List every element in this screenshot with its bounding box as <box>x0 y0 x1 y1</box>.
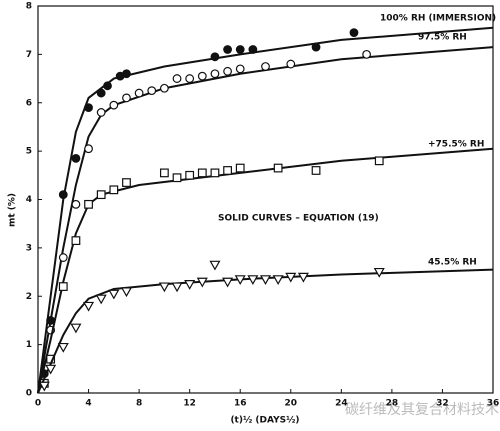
marker <box>122 69 131 79</box>
marker <box>197 71 207 81</box>
series-label: +75.5% RH <box>428 140 484 150</box>
y-tick-label: 5 <box>26 147 32 157</box>
marker <box>235 64 245 74</box>
x-tick-label: 32 <box>436 399 449 409</box>
marker <box>196 277 208 288</box>
x-tick-label: 20 <box>285 399 298 409</box>
marker <box>95 294 107 305</box>
marker <box>96 108 106 117</box>
marker <box>210 168 220 178</box>
marker <box>84 144 93 154</box>
marker <box>103 81 112 91</box>
marker <box>84 199 93 209</box>
marker <box>122 93 131 103</box>
marker <box>70 323 82 334</box>
series-label: 100% RH (IMMERSION) <box>380 14 496 24</box>
marker <box>197 168 207 178</box>
marker <box>259 275 272 286</box>
marker <box>223 166 232 175</box>
marker <box>122 178 131 187</box>
marker <box>374 156 384 166</box>
marker <box>273 163 283 173</box>
x-axis-label: (t)½ (DAYS½) <box>230 415 299 426</box>
x-tick-label: 8 <box>136 399 142 409</box>
marker <box>210 52 220 62</box>
marker <box>248 45 258 54</box>
marker <box>223 66 232 76</box>
series-label: 97.5% RH <box>418 33 467 43</box>
marker <box>311 166 321 175</box>
series-label: 45.5% RH <box>428 258 477 268</box>
marker <box>261 62 270 71</box>
x-tick-label: 16 <box>234 399 247 409</box>
y-axis-label: mt (%) <box>8 193 18 227</box>
marker <box>108 289 120 300</box>
marker <box>71 199 81 209</box>
x-tick-label: 28 <box>386 399 399 409</box>
marker <box>209 260 221 271</box>
marker <box>109 100 119 110</box>
marker <box>362 49 372 59</box>
marker <box>223 45 232 54</box>
marker <box>235 45 245 54</box>
y-tick-label: 4 <box>26 195 32 205</box>
y-tick-label: 3 <box>26 243 32 253</box>
marker <box>185 74 195 83</box>
marker <box>235 163 245 173</box>
marker <box>159 83 169 93</box>
watermark: 碳纤维及其复合材料技术 <box>345 401 499 418</box>
marker <box>83 301 95 312</box>
marker <box>71 236 81 246</box>
y-tick-label: 7 <box>26 50 32 60</box>
marker <box>222 277 234 288</box>
fit-curve <box>37 268 494 394</box>
marker <box>134 88 144 98</box>
marker <box>184 280 196 290</box>
marker <box>234 275 246 286</box>
marker <box>71 153 81 163</box>
y-tick-label: 2 <box>26 292 32 302</box>
marker <box>96 88 106 98</box>
marker <box>96 190 106 200</box>
marker <box>285 272 297 283</box>
marker <box>120 287 132 298</box>
marker <box>172 173 182 183</box>
marker <box>297 272 309 283</box>
marker <box>286 59 296 69</box>
marker <box>147 86 157 96</box>
marker <box>159 168 169 178</box>
y-tick-label: 6 <box>26 98 32 108</box>
marker <box>38 381 50 392</box>
marker <box>311 42 321 52</box>
y-tick-label: 0 <box>26 389 32 399</box>
marker <box>185 170 195 180</box>
marker <box>210 69 220 79</box>
marker <box>84 103 93 112</box>
marker <box>158 282 170 293</box>
marker <box>172 74 182 83</box>
marker <box>58 190 68 200</box>
y-tick-label: 8 <box>26 2 32 12</box>
marker <box>171 282 183 293</box>
marker <box>349 28 359 38</box>
marker <box>272 275 284 286</box>
y-tick-label: 1 <box>26 340 32 350</box>
x-tick-label: 12 <box>183 399 196 409</box>
marker <box>58 282 68 291</box>
marker <box>247 275 259 286</box>
marker <box>58 253 68 262</box>
x-tick-label: 36 <box>487 399 500 409</box>
marker <box>45 364 57 375</box>
marker <box>57 342 69 353</box>
x-tick-label: 0 <box>35 399 41 409</box>
fit-curve <box>37 147 494 394</box>
annotation: SOLID CURVES – EQUATION (19) <box>218 214 379 224</box>
x-tick-label: 24 <box>335 399 348 409</box>
marker <box>109 185 119 195</box>
fit-curve <box>37 26 494 394</box>
x-tick-label: 4 <box>85 399 91 409</box>
marker <box>373 267 385 278</box>
